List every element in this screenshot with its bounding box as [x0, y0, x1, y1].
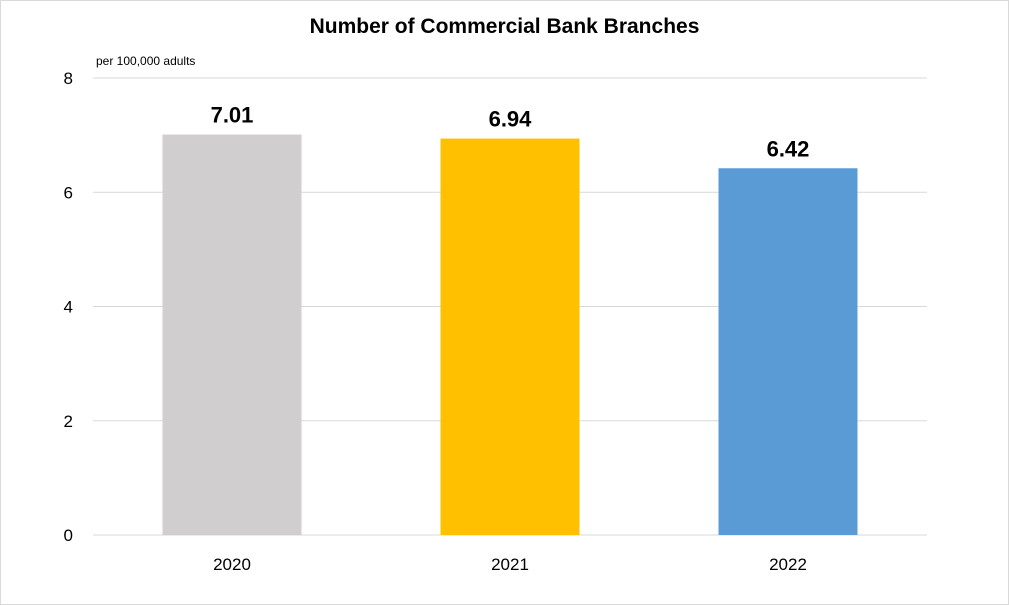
x-tick-label: 2021	[491, 555, 529, 574]
x-tick-label: 2022	[769, 555, 807, 574]
y-tick-label: 2	[64, 412, 73, 431]
bar	[440, 138, 580, 536]
y-axis-unit-label: per 100,000 adults	[96, 54, 196, 68]
data-label: 7.01	[211, 103, 254, 128]
y-tick-label: 8	[64, 69, 73, 88]
chart-title: Number of Commercial Bank Branches	[309, 15, 700, 38]
data-label: 6.42	[767, 136, 810, 161]
bar	[718, 168, 858, 535]
y-tick-label: 6	[64, 183, 73, 202]
bar	[162, 134, 302, 535]
y-tick-label: 4	[64, 298, 73, 317]
y-tick-label: 0	[64, 526, 73, 545]
data-label: 6.94	[489, 107, 533, 132]
x-tick-label: 2020	[213, 555, 251, 574]
